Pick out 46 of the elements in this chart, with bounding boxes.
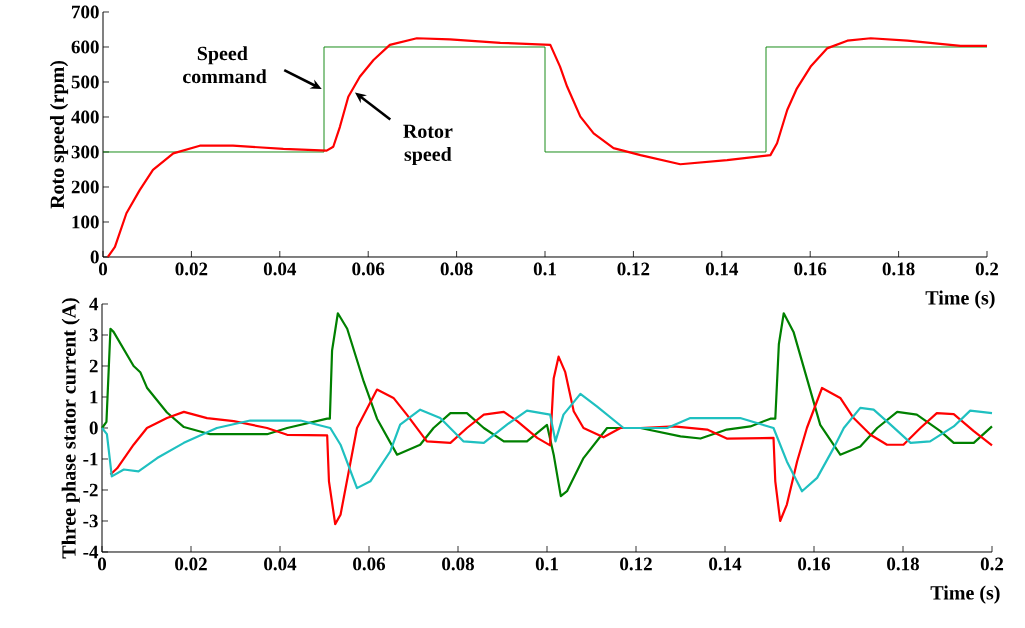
y-tick-label: 4 [89, 297, 99, 311]
x-tick-label: 0.02 [175, 557, 207, 571]
annotation: Rotor speed [403, 124, 453, 166]
x-tick-label: 0.12 [617, 262, 650, 276]
annotation: Speed command [183, 46, 267, 84]
y-tick-label: -3 [83, 514, 98, 528]
x-tick-label: 0.18 [882, 262, 915, 276]
line-series [100, 392, 994, 493]
y-axis-title: Three phase stator current (A) [61, 298, 80, 559]
x-tick-label: 0.1 [533, 262, 556, 276]
x-tick-label: 0.12 [620, 557, 652, 571]
y-tick-label: -2 [83, 483, 98, 497]
x-axis-title: Time (s) [925, 290, 995, 309]
y-tick-label: 3 [89, 328, 98, 342]
x-tick-label: 0.2 [975, 262, 999, 276]
x-tick-label: 0.06 [353, 557, 386, 571]
y-tick-label: -1 [83, 452, 98, 466]
x-tick-label: 0.04 [264, 557, 297, 571]
x-tick-label: 0.2 [980, 557, 1004, 571]
line-series [106, 37, 989, 259]
x-tick-label: 0.04 [263, 262, 297, 276]
y-tick-label: 200 [71, 180, 99, 194]
x-tick-label: 0.14 [709, 557, 742, 571]
y-tick-label: -4 [83, 545, 99, 559]
y-tick-label: 100 [72, 215, 99, 229]
x-tick-label: 0.16 [794, 262, 827, 276]
y-tick-label: 600 [71, 40, 99, 54]
y-tick-label: 2 [89, 359, 98, 373]
y-tick-label: 300 [71, 145, 99, 159]
x-tick-label: 0.14 [705, 262, 739, 276]
x-tick-label: 0.18 [887, 557, 919, 571]
x-axis-title: Time (s) [930, 585, 1000, 604]
line-series [109, 355, 994, 526]
y-tick-label: 400 [71, 110, 99, 124]
x-tick-label: 0.16 [798, 557, 831, 571]
y-tick-label: 0 [89, 421, 98, 435]
y-tick-label: 0 [90, 250, 99, 264]
x-tick-label: 0.02 [175, 262, 208, 276]
y-axis-title: Roto speed (rpm) [49, 60, 69, 209]
x-tick-label: 0.1 [535, 557, 558, 571]
x-tick-label: 0.08 [440, 262, 473, 276]
x-tick-label: 0.06 [352, 262, 385, 276]
x-tick-label: 0.08 [442, 557, 474, 571]
y-tick-label: 1 [90, 390, 98, 404]
y-tick-label: 700 [72, 5, 99, 19]
y-tick-label: 500 [71, 75, 99, 89]
